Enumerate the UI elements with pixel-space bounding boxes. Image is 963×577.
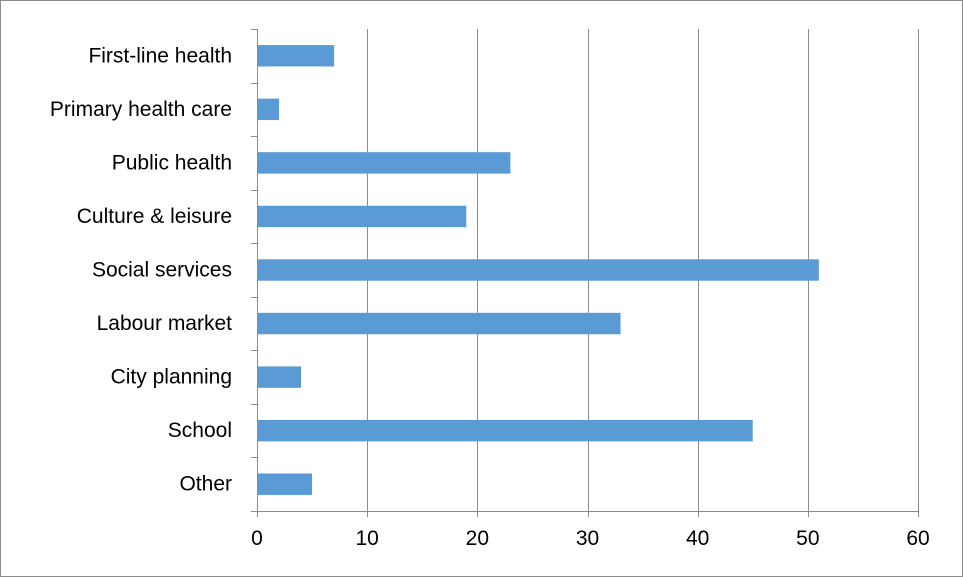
bar-public-health: [257, 152, 511, 174]
category-label: City planning: [111, 366, 232, 389]
x-tick-label: 50: [796, 527, 819, 550]
category-labels: First-line health Primary health care Publ…: [50, 44, 232, 495]
category-label: Public health: [112, 151, 232, 174]
bar-other: [257, 473, 313, 495]
bar-city-planning: [257, 366, 302, 388]
category-label: Other: [179, 473, 232, 496]
bar-labour-market: [257, 312, 621, 335]
bar-social-services: [257, 259, 819, 281]
category-label: Primary health care: [50, 98, 232, 121]
category-label: School: [168, 419, 232, 442]
category-label: Culture & leisure: [77, 205, 232, 228]
bar-primary-health-care: [257, 98, 280, 121]
category-label: First-line health: [88, 44, 232, 67]
bars: [257, 45, 819, 495]
axes: [251, 29, 919, 517]
x-tick-label: 0: [251, 527, 263, 550]
bar-first-line-health: [257, 45, 335, 67]
x-tick-label: 60: [906, 527, 929, 550]
category-label: Social services: [92, 259, 232, 282]
x-tick-label: 20: [466, 527, 489, 550]
category-label: Labour market: [97, 312, 233, 335]
bar-school: [257, 419, 753, 442]
x-tick-label: 30: [576, 527, 599, 550]
value-tick-labels: 0 10 20 30 40 50 60: [251, 527, 930, 550]
bar-culture-leisure: [257, 205, 467, 228]
x-tick-label: 10: [355, 527, 378, 550]
x-tick-label: 40: [686, 527, 709, 550]
